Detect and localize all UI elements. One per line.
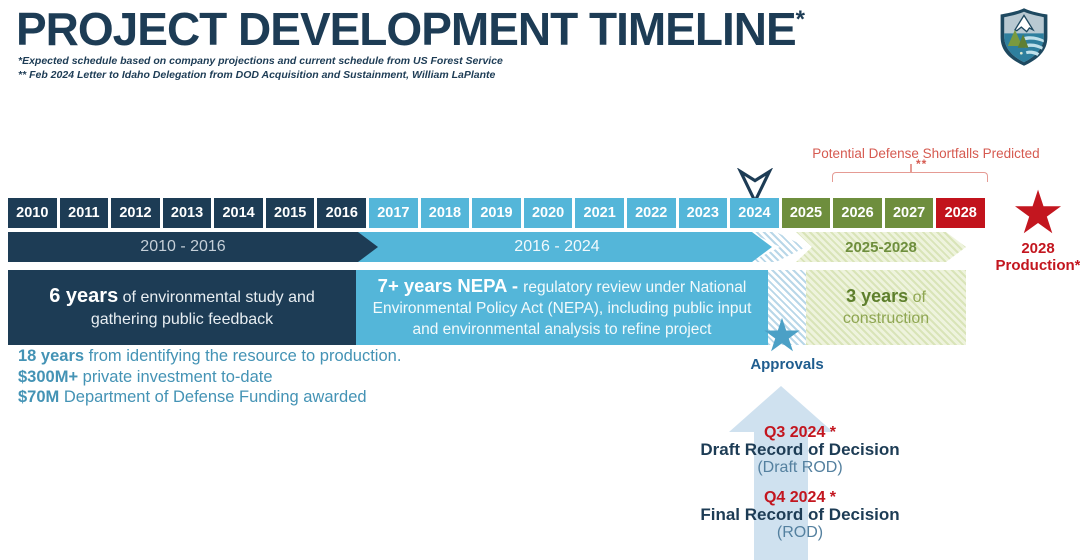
phase2-lead: 7+ years NEPA -	[377, 275, 524, 296]
production-label: 2028 Production*	[985, 240, 1080, 274]
footnote-1: *Expected schedule based on company proj…	[18, 55, 503, 67]
phase-bar-2025-2028: 2025-2028	[796, 232, 966, 262]
phase1-description-block: 6 years of environmental study and gathe…	[8, 270, 356, 345]
approvals-label: Approvals	[750, 356, 824, 373]
stat-text: private investment to-date	[78, 367, 273, 386]
year-cell: 2017	[369, 198, 418, 228]
phase3-description-block: 3 years of construction	[806, 270, 966, 345]
shortfall-footnote-marker: **	[916, 157, 928, 171]
approvals-star-icon: ★	[761, 308, 803, 362]
year-cell: 2024	[730, 198, 779, 228]
footnote-2: ** Feb 2024 Letter to Idaho Delegation f…	[18, 68, 496, 81]
year-cell: 2026	[833, 198, 882, 228]
year-cell: 2027	[884, 198, 934, 228]
up-arrow-shaft	[754, 430, 808, 560]
year-cell: 2020	[523, 198, 573, 228]
year-cell: 2025	[781, 198, 831, 228]
mountain-shield-logo-icon	[997, 6, 1051, 73]
stat-line: 18 years from identifying the resource t…	[18, 346, 401, 367]
milestone-date: Q3 2024 *	[763, 424, 837, 441]
shortfall-bracket	[832, 164, 988, 182]
stat-lead: $70M	[18, 388, 60, 406]
year-cell: 2016	[317, 198, 367, 228]
milestone-final-rod: Q4 2024 * Final Record of Decision (ROD)	[660, 489, 940, 541]
phase-bar-2010-2016: 2010 - 2016	[8, 232, 378, 262]
year-cell: 2012	[111, 198, 160, 228]
phase3-lead: 3 years	[846, 286, 909, 306]
year-cell: 2014	[214, 198, 263, 228]
production-year: 2028	[1021, 240, 1055, 257]
phase1-lead: 6 years	[49, 284, 119, 307]
milestone-date: Q4 2024 *	[763, 489, 837, 506]
year-cell: 2011	[59, 198, 109, 228]
page-title-asterisk: *	[795, 6, 805, 33]
shortfall-annotation: Potential Defense Shortfalls Predicted	[812, 146, 1040, 161]
milestone-subtitle: (ROD)	[776, 524, 824, 541]
year-cell: 2019	[472, 198, 521, 228]
milestone-draft-rod: Q3 2024 * Draft Record of Decision (Draf…	[660, 424, 940, 476]
phase2-description-block: 7+ years NEPA - regulatory review under …	[356, 270, 768, 345]
stat-line: $70M Department of Defense Funding award…	[18, 387, 401, 408]
current-year-marker-icon	[736, 167, 774, 209]
phase1-text: of environmental study and gathering pub…	[90, 288, 315, 328]
project-stats: 18 years from identifying the resource t…	[18, 346, 401, 408]
page-title: PROJECT DEVELOPMENT TIMELINE*	[16, 2, 805, 56]
milestone-subtitle: (Draft ROD)	[757, 459, 843, 476]
page-title-text: PROJECT DEVELOPMENT TIMELINE	[16, 3, 797, 55]
production-star-icon: ★	[1011, 178, 1065, 248]
milestone-list: Q3 2024 * Draft Record of Decision (Draf…	[660, 424, 940, 554]
year-cell: 2013	[162, 198, 212, 228]
phase-transition-hatch-band	[768, 270, 806, 345]
year-cell: 2028	[936, 198, 985, 228]
milestone-title: Final Record of Decision	[700, 505, 900, 524]
year-cell: 2015	[265, 198, 315, 228]
year-cell: 2023	[678, 198, 728, 228]
phase3-text: of construction	[842, 289, 930, 327]
year-cell: 2021	[575, 198, 624, 228]
stat-lead: 18 years	[18, 347, 85, 365]
stat-text: from identifying the resource to product…	[84, 347, 402, 365]
year-cell: 2022	[626, 198, 676, 228]
phase2-text: regulatory review under National Environ…	[372, 279, 752, 338]
stat-lead: $300M+	[18, 367, 79, 386]
stat-line: $300M+ private investment to-date	[18, 367, 401, 388]
year-cell: 2018	[420, 198, 470, 228]
year-cell: 2010	[8, 198, 57, 228]
stat-text: Department of Defense Funding awarded	[59, 388, 367, 406]
footnotes: *Expected schedule based on company proj…	[18, 55, 503, 82]
production-text: Production*	[995, 257, 1080, 274]
timeline-year-row: 2010 2011 2012 2013 2014 2015 2016 2017 …	[8, 198, 985, 228]
milestone-title: Draft Record of Decision	[700, 440, 900, 459]
phase-bar-2016-2024: 2016 - 2024	[352, 232, 772, 262]
